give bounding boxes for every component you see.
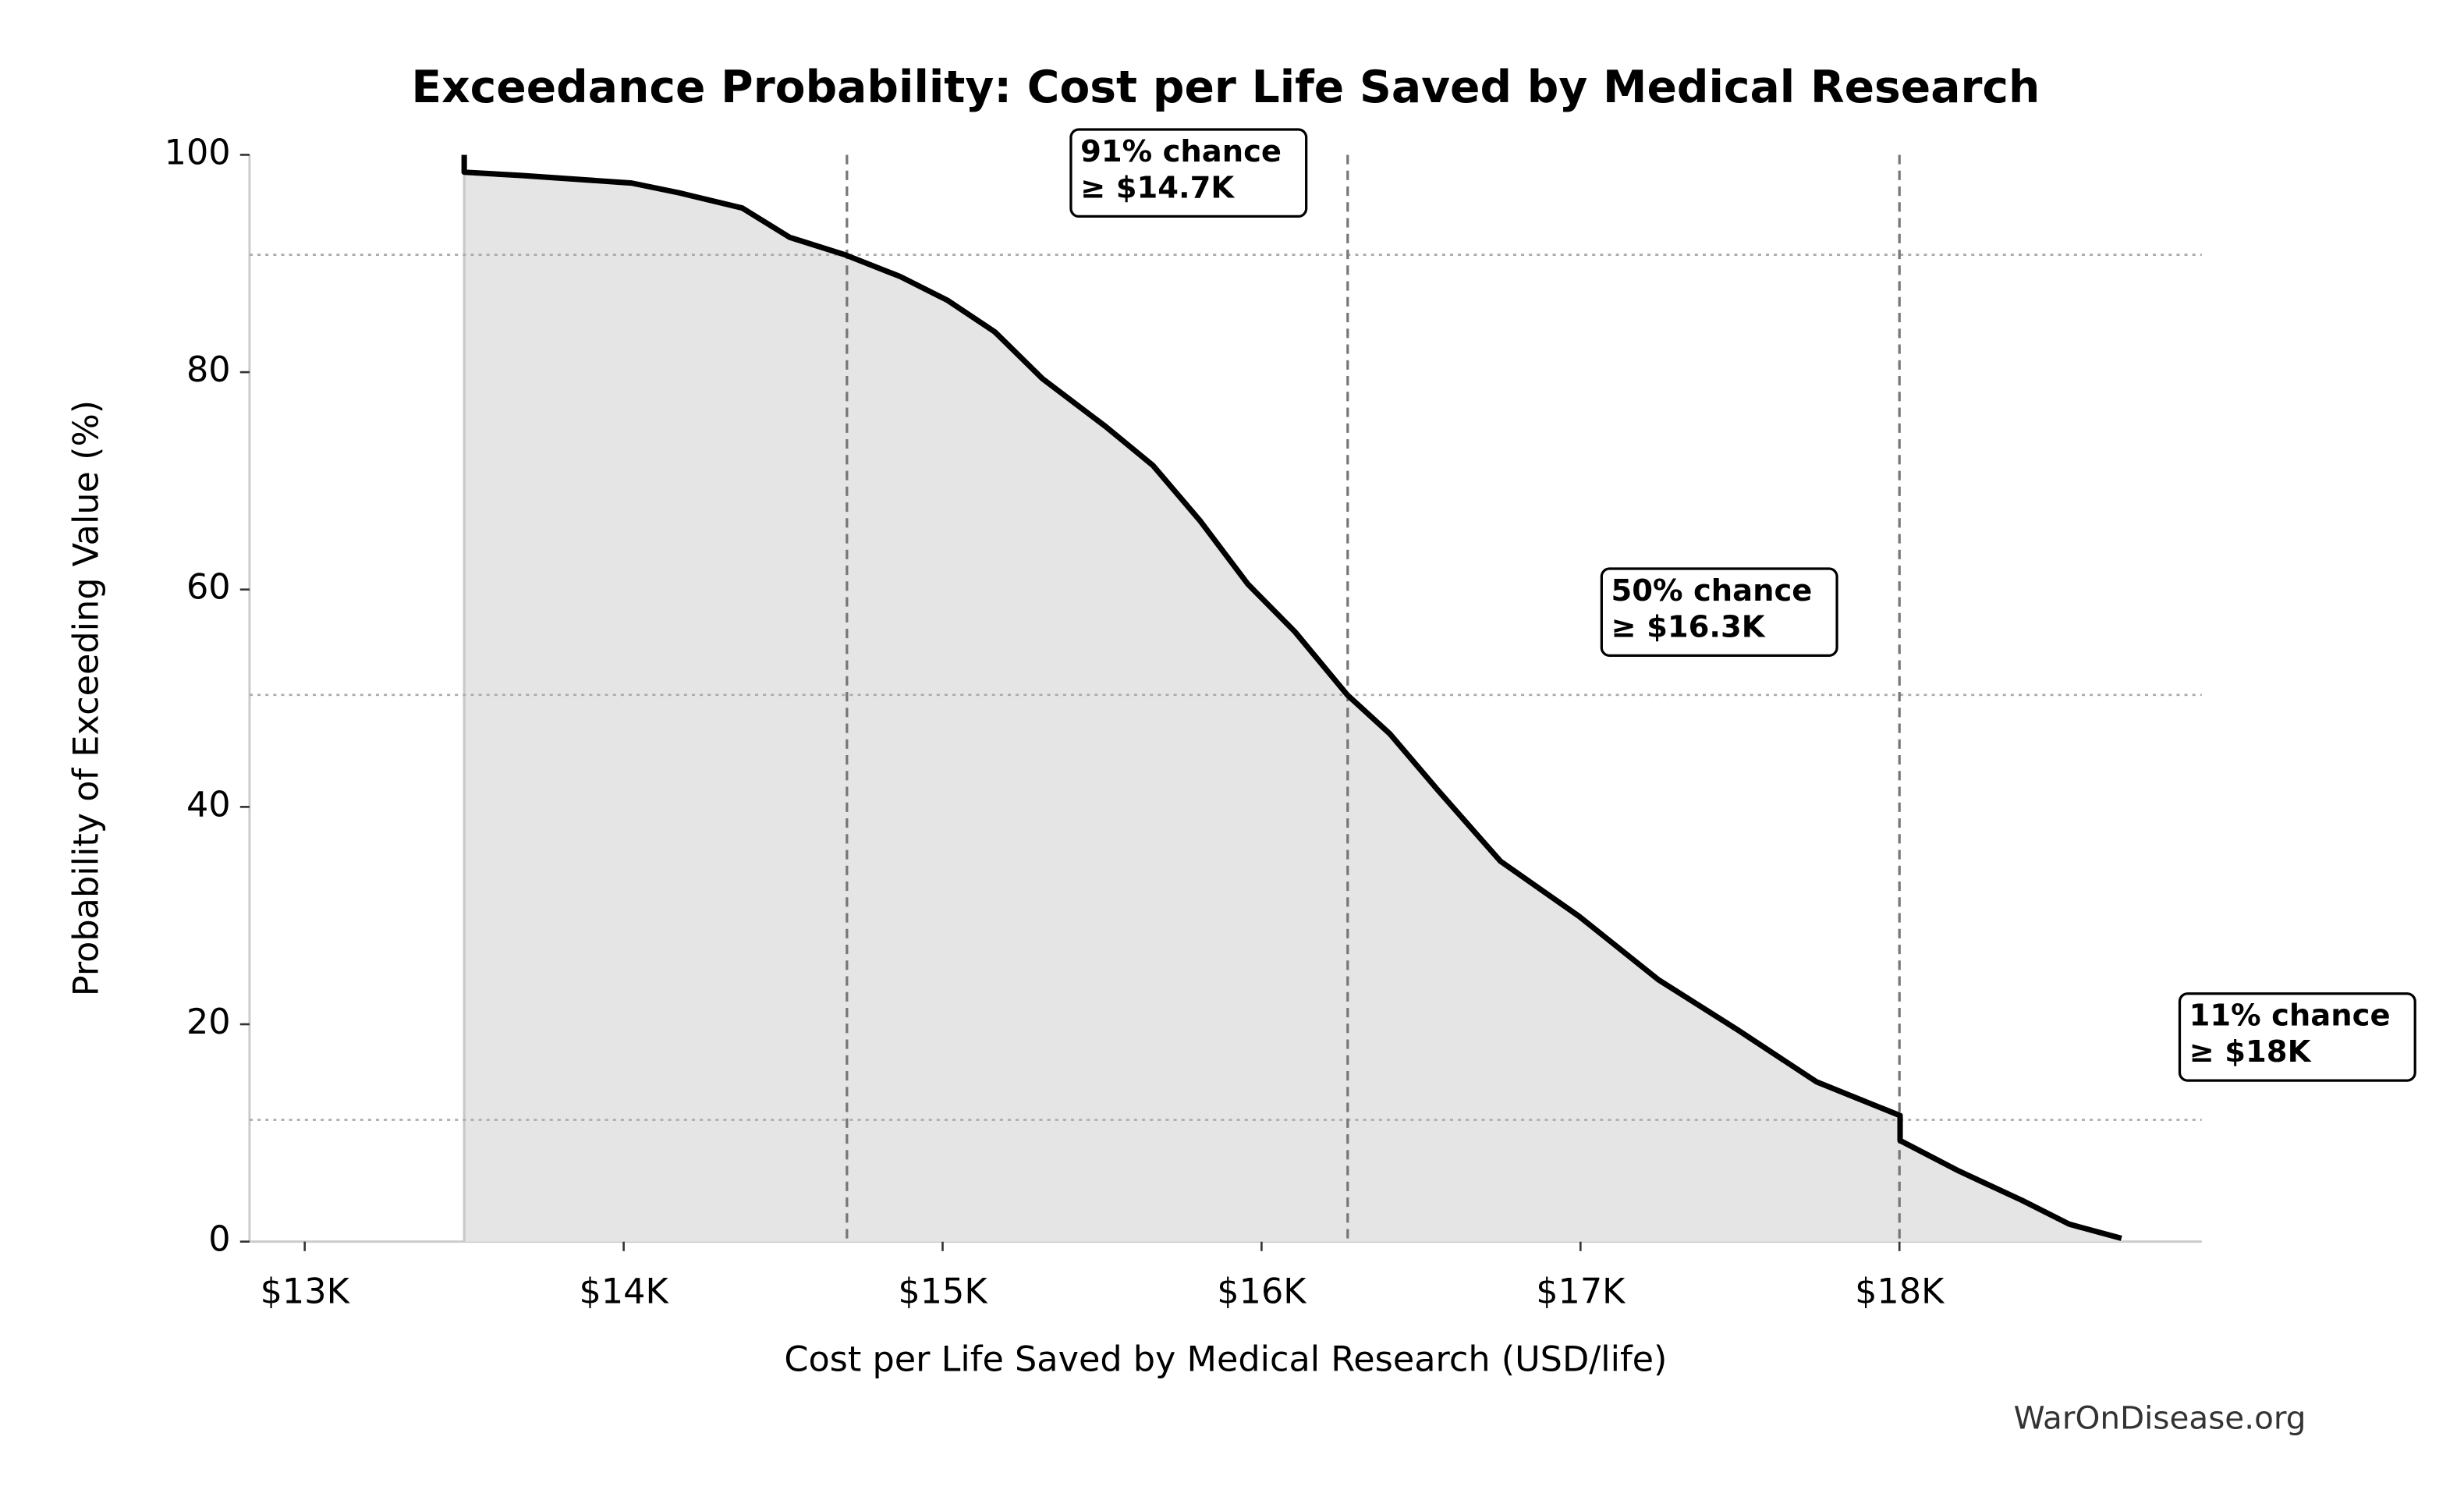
- annotation-text: 50% chance: [1611, 573, 1812, 608]
- y-tick-label: 20: [186, 1002, 231, 1042]
- x-tick-label: $15K: [898, 1271, 988, 1311]
- y-tick-label: 100: [165, 132, 231, 172]
- x-axis-label: Cost per Life Saved by Medical Research …: [784, 1339, 1667, 1380]
- annotation-box: [1600, 567, 1838, 657]
- chart-title: Exceedance Probability: Cost per Life Sa…: [411, 62, 2040, 113]
- annotation-text: ≥ $18K: [2189, 1034, 2312, 1069]
- y-tick-label: 40: [186, 784, 231, 825]
- y-tick-label: 60: [186, 567, 231, 608]
- line: [461, 154, 2122, 1241]
- y-tick-label: 80: [186, 349, 231, 390]
- x-tick-label: $14K: [579, 1271, 669, 1311]
- annotation-text: ≥ $14.7K: [1080, 170, 1235, 205]
- annotation-box: [1069, 128, 1308, 218]
- watermark: WarOnDisease.org: [2014, 1399, 2306, 1436]
- annotation-text: ≥ $16.3K: [1611, 609, 1765, 644]
- annotation-box: [2178, 992, 2416, 1082]
- y-tick-label: 0: [208, 1219, 230, 1260]
- x-tick-label: $17K: [1536, 1271, 1626, 1311]
- y-axis-label: Probability of Exceeding Value (%): [66, 400, 106, 996]
- x-tick-label: $18K: [1855, 1271, 1945, 1311]
- annotation-text: 91% chance: [1080, 134, 1282, 169]
- annotation-text: 11% chance: [2189, 999, 2391, 1034]
- area-fill: [464, 154, 2122, 1242]
- x-tick-label: $16K: [1217, 1271, 1307, 1311]
- x-tick-label: $13K: [261, 1271, 351, 1311]
